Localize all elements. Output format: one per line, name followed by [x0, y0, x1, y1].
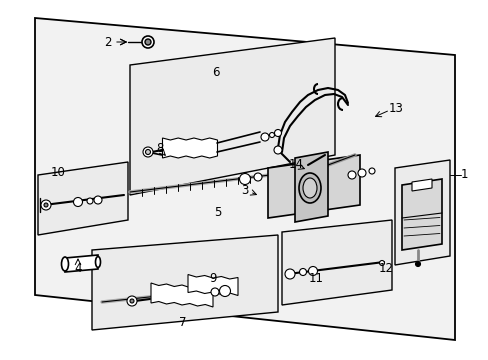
Circle shape [239, 174, 250, 184]
Circle shape [274, 130, 281, 136]
Text: 1: 1 [459, 168, 467, 181]
Circle shape [87, 198, 93, 204]
Text: 11: 11 [308, 271, 323, 284]
Circle shape [269, 132, 274, 138]
Text: 8: 8 [156, 141, 163, 154]
Circle shape [273, 146, 282, 154]
Polygon shape [294, 152, 327, 222]
Circle shape [142, 147, 153, 157]
Text: 6: 6 [212, 66, 219, 78]
Text: 4: 4 [74, 261, 81, 274]
Text: 2: 2 [104, 36, 112, 49]
Text: 5: 5 [214, 206, 221, 219]
Text: 3: 3 [241, 184, 248, 197]
Ellipse shape [61, 257, 68, 271]
Polygon shape [187, 274, 238, 296]
Text: 9: 9 [209, 271, 216, 284]
Polygon shape [394, 160, 449, 265]
Text: 7: 7 [179, 315, 186, 328]
Polygon shape [267, 155, 359, 218]
Polygon shape [130, 38, 334, 195]
Circle shape [299, 269, 306, 275]
Circle shape [142, 36, 154, 48]
Polygon shape [162, 138, 217, 158]
Polygon shape [282, 220, 391, 305]
Circle shape [285, 269, 294, 279]
Circle shape [94, 196, 102, 204]
Circle shape [357, 169, 365, 177]
Polygon shape [401, 179, 441, 250]
Text: 12: 12 [378, 261, 393, 274]
Polygon shape [65, 255, 98, 272]
Circle shape [130, 299, 134, 303]
Polygon shape [151, 283, 213, 307]
Ellipse shape [298, 173, 320, 203]
Ellipse shape [95, 256, 101, 267]
Ellipse shape [303, 178, 316, 198]
Circle shape [219, 285, 230, 297]
Circle shape [261, 133, 268, 141]
Polygon shape [92, 235, 278, 330]
Circle shape [253, 173, 262, 181]
Polygon shape [38, 162, 128, 235]
Circle shape [415, 261, 420, 266]
Polygon shape [35, 18, 454, 340]
Circle shape [145, 39, 151, 45]
Circle shape [210, 288, 219, 296]
Text: 14: 14 [288, 158, 303, 171]
Text: 13: 13 [388, 102, 403, 114]
Circle shape [308, 266, 317, 275]
Polygon shape [411, 179, 431, 191]
Circle shape [379, 261, 384, 266]
Circle shape [347, 171, 355, 179]
Circle shape [41, 200, 51, 210]
Circle shape [127, 296, 137, 306]
Circle shape [73, 198, 82, 207]
Circle shape [368, 168, 374, 174]
Circle shape [44, 203, 48, 207]
Text: 10: 10 [50, 166, 65, 179]
Circle shape [145, 149, 150, 154]
